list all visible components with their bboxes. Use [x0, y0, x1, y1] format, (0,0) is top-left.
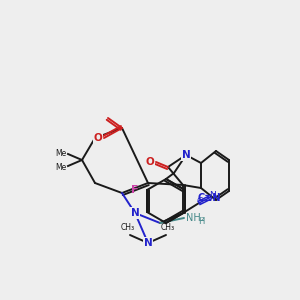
Text: N: N: [182, 150, 190, 160]
Text: N: N: [144, 238, 152, 248]
Text: Me: Me: [55, 163, 66, 172]
Text: O: O: [93, 133, 102, 143]
Text: F: F: [131, 185, 139, 195]
Text: H: H: [198, 218, 204, 226]
Text: O: O: [145, 157, 154, 167]
Text: C: C: [197, 197, 203, 206]
Text: CH₃: CH₃: [161, 223, 175, 232]
Text: N: N: [130, 208, 140, 218]
Text: C≡N: C≡N: [197, 193, 221, 203]
Text: Me: Me: [55, 148, 66, 158]
Text: N: N: [208, 191, 215, 200]
Text: NH₂: NH₂: [186, 213, 205, 223]
Text: CH₃: CH₃: [121, 223, 135, 232]
